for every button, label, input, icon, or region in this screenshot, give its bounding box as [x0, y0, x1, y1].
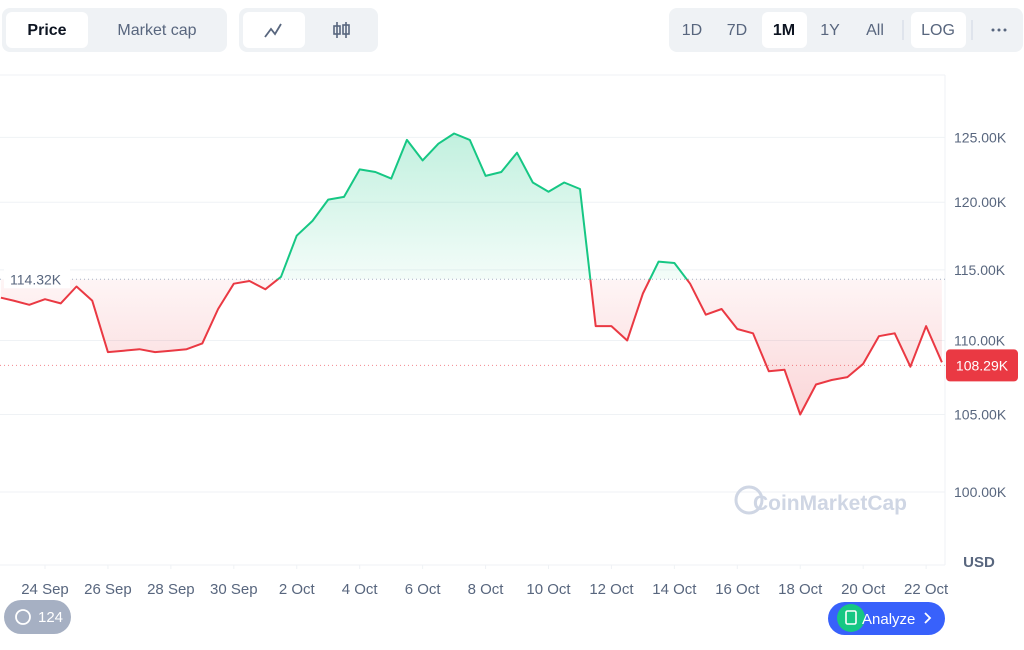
doc-icon: [845, 610, 857, 625]
analyze-label[interactable]: Analyze: [862, 611, 915, 628]
history-count[interactable]: 124: [38, 609, 63, 626]
range-button[interactable]: 1M: [773, 22, 795, 39]
more-button[interactable]: [991, 28, 1007, 32]
unit-label: USD: [963, 554, 995, 571]
last-label: 108.29K: [956, 357, 1009, 373]
analyze-icon: [837, 604, 865, 632]
x-tick-label: 10 Oct: [526, 581, 571, 598]
candle-icon[interactable]: [333, 22, 350, 38]
range-button[interactable]: All: [866, 22, 884, 39]
x-tick-label: 8 Oct: [468, 581, 505, 598]
log-selected[interactable]: [911, 12, 966, 48]
last-tag: [946, 349, 1018, 382]
range-group: [669, 8, 1023, 52]
y-tick-label: 105.00K: [954, 406, 1007, 422]
y-tick-label: 125.00K: [954, 129, 1007, 145]
range-button[interactable]: 1D: [682, 22, 702, 39]
x-tick-label: 26 Sep: [84, 581, 132, 598]
x-tick-label: 20 Oct: [841, 581, 886, 598]
x-tick-label: 18 Oct: [778, 581, 823, 598]
y-tick-label: 115.00K: [954, 262, 1006, 278]
line-chart-button[interactable]: [243, 12, 305, 48]
y-tick-label: 120.00K: [954, 194, 1007, 210]
tab[interactable]: Price: [27, 22, 66, 39]
reference-label: 114.32K: [10, 271, 62, 287]
x-tick-label: 30 Sep: [210, 581, 258, 598]
x-tick-label: 14 Oct: [652, 581, 697, 598]
y-tick-label: 110.00K: [954, 333, 1006, 349]
x-tick-label: 16 Oct: [715, 581, 760, 598]
x-tick-label: 2 Oct: [279, 581, 316, 598]
x-tick-label: 12 Oct: [589, 581, 634, 598]
x-tick-label: 24 Sep: [21, 581, 69, 598]
x-tick-label: 6 Oct: [405, 581, 442, 598]
line-icon: [264, 23, 282, 38]
y-tick-label: 100.00K: [954, 484, 1007, 500]
range-button[interactable]: 7D: [727, 22, 747, 39]
watermark-logo: [734, 485, 764, 515]
reference-label-bg: [4, 268, 70, 289]
price-line: [0, 132, 943, 416]
x-tick-label: 22 Oct: [904, 581, 949, 598]
log-button[interactable]: LOG: [921, 22, 955, 39]
tab[interactable]: Market cap: [117, 22, 196, 39]
x-tick-label: 4 Oct: [342, 581, 379, 598]
history-badge[interactable]: [4, 600, 71, 634]
range-button[interactable]: 1Y: [820, 22, 840, 39]
chevron: [924, 612, 932, 624]
x-tick-label: 28 Sep: [147, 581, 195, 598]
area: [0, 133, 942, 415]
range-selected[interactable]: [762, 12, 807, 48]
tab-selected[interactable]: [6, 12, 88, 48]
watermark: CoinMarketCap: [753, 492, 907, 515]
history-icon: [15, 609, 31, 625]
